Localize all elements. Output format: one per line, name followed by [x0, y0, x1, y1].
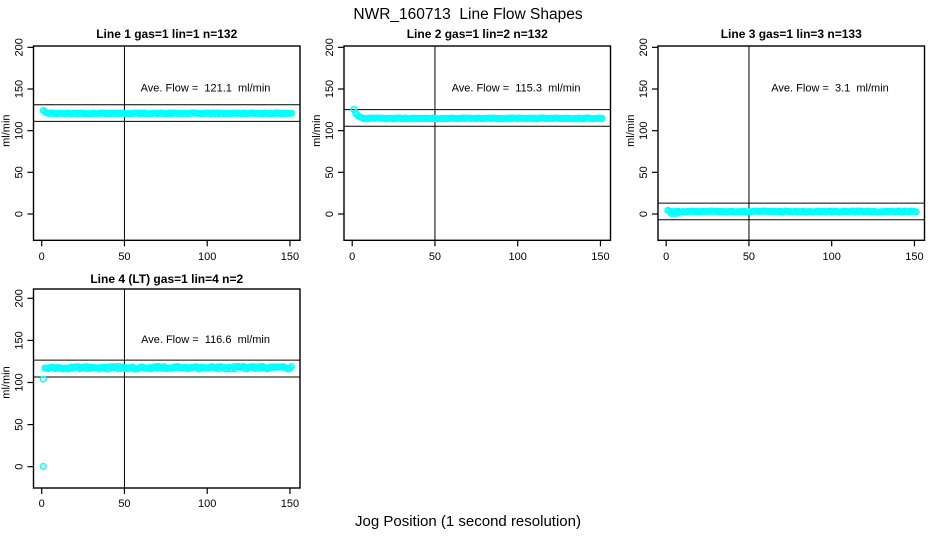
x-axis-tick-label: 50 [743, 251, 755, 263]
x-axis-tick-label: 0 [349, 251, 355, 263]
data-point [286, 364, 294, 372]
y-axis-tick-label: 200 [324, 38, 336, 56]
x-axis-tick-label: 150 [591, 251, 609, 263]
ave-flow-annotation: Ave. Flow = 3.1 ml/min [771, 83, 888, 95]
data-point [39, 462, 47, 470]
x-axis-tick-label: 0 [39, 251, 45, 263]
x-axis-tick-label: 150 [905, 251, 923, 263]
panel-title: Line 4 (LT) gas=1 lin=4 n=2 [90, 272, 243, 286]
data-point [912, 208, 920, 216]
y-axis-title: ml/min [625, 114, 637, 146]
x-axis-tick-label: 100 [823, 251, 841, 263]
plot-box [657, 45, 926, 242]
ave-flow-annotation: Ave. Flow = 121.1 ml/min [141, 83, 271, 95]
x-axis-tick-label: 0 [39, 498, 45, 510]
y-axis-tick-label: 150 [324, 80, 336, 98]
y-axis-tick-label: 0 [638, 211, 650, 217]
data-point [288, 362, 296, 371]
data-point [39, 375, 47, 383]
y-axis-tick-label: 50 [324, 166, 336, 178]
figure-title: NWR_160713 Line Flow Shapes [353, 6, 583, 23]
plot-box [32, 45, 301, 242]
y-axis-tick-label: 100 [14, 121, 26, 139]
data-point [598, 114, 606, 122]
y-axis-tick-label: 200 [14, 38, 26, 56]
panel-3: 0 50 100 150 0 50 100 150 200 ml/min Line 3 gas=1 … [625, 27, 926, 263]
x-axis-tick-label: 150 [281, 251, 299, 263]
y-axis-tick-label: 100 [324, 121, 336, 139]
x-axis-tick-label: 100 [509, 251, 527, 263]
data-point [674, 209, 682, 217]
x-axis-tick-label: 50 [429, 251, 441, 263]
ave-flow-annotation: Ave. Flow = 116.6 ml/min [141, 334, 270, 346]
plot-box [32, 288, 301, 489]
y-axis-title: ml/min [311, 114, 323, 146]
x-axis-label: Jog Position (1 second resolution) [355, 513, 581, 530]
data-point [667, 209, 675, 217]
x-axis-tick-label: 100 [198, 498, 216, 510]
y-axis-tick-label: 150 [14, 80, 26, 98]
y-axis-tick-label: 50 [638, 166, 650, 178]
y-axis-title: ml/min [1, 114, 13, 146]
y-axis-tick-label: 200 [638, 38, 650, 56]
y-axis-tick-label: 200 [14, 289, 26, 307]
x-axis-tick-label: 50 [118, 251, 130, 263]
panel-4: 0 50 100 150 0 50 100 150 200 ml/min Line 4 (LT) g… [1, 272, 301, 510]
panel-title: Line 1 gas=1 lin=1 n=132 [96, 27, 237, 41]
y-axis-tick-label: 150 [14, 331, 26, 349]
y-axis-tick-label: 50 [14, 418, 26, 430]
x-axis-tick-label: 50 [118, 498, 130, 510]
y-axis-tick-label: 0 [14, 464, 26, 470]
ave-flow-annotation: Ave. Flow = 115.3 ml/min [452, 83, 581, 95]
y-axis-tick-label: 0 [324, 211, 336, 217]
y-axis-tick-label: 50 [14, 166, 26, 178]
x-axis-tick-label: 150 [281, 498, 299, 510]
plot-box [343, 45, 612, 242]
panel-title: Line 2 gas=1 lin=2 n=132 [407, 27, 548, 41]
data-point [288, 109, 296, 117]
y-axis-tick-label: 100 [14, 373, 26, 391]
panel-2: 0 50 100 150 0 50 100 150 200 ml/min Line 2 gas=1 … [311, 27, 612, 263]
y-axis-title: ml/min [1, 366, 13, 398]
x-axis-tick-label: 100 [198, 251, 216, 263]
panel-title: Line 3 gas=1 lin=3 n=133 [721, 27, 862, 41]
data-point [670, 209, 679, 218]
x-axis-tick-label: 0 [663, 251, 669, 263]
panel-1: 0 50 100 150 0 50 100 150 200 ml/min Line 1 gas=1 … [1, 27, 301, 263]
y-axis-tick-label: 100 [638, 121, 650, 139]
y-axis-tick-label: 0 [14, 211, 26, 217]
y-axis-tick-label: 150 [638, 80, 650, 98]
